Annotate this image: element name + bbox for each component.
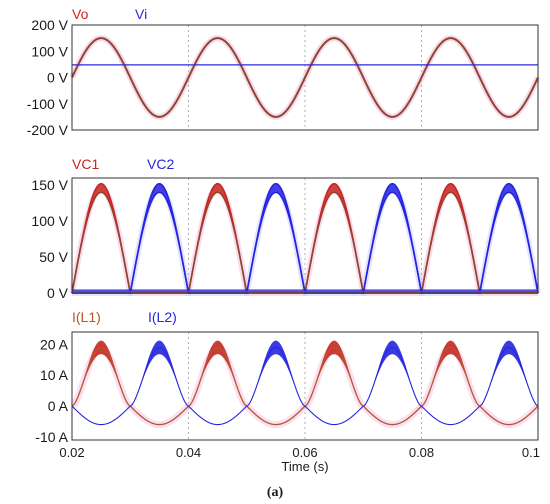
series-vo <box>71 37 539 118</box>
y-tick-label: 20 A <box>40 336 69 352</box>
grid <box>188 332 422 440</box>
y-tick-label: -100 V <box>27 96 69 112</box>
panel-capacitor-voltages: VC1 VC2 150 V 100 V 50 V 0 V <box>31 156 541 301</box>
legend-vi: Vi <box>135 6 147 22</box>
plot-frame <box>71 24 539 131</box>
y-tick-label: -10 A <box>35 429 68 445</box>
x-tick-label: 0.02 <box>59 445 84 460</box>
y-tick-label: -200 V <box>27 122 69 138</box>
x-tick-labels: 0.02 0.04 0.06 0.08 0.1 <box>59 445 540 460</box>
x-tick-label: 0.08 <box>409 445 434 460</box>
y-tick-label: 50 V <box>39 249 68 265</box>
y-tick-labels: 150 V 100 V 50 V 0 V <box>31 177 68 301</box>
y-tick-label: 100 V <box>31 213 68 229</box>
plot-area <box>69 35 541 120</box>
grid <box>188 178 422 293</box>
panel-voltage-output: Vo Vi 200 V 100 V 0 V -100 V -200 V <box>27 6 541 138</box>
plot-frame <box>71 177 539 294</box>
y-tick-label: 200 V <box>31 17 68 33</box>
panel-inductor-currents: I(L1) I(L2) 20 A 10 A 0 A -10 A <box>35 309 541 445</box>
y-tick-labels: 20 A 10 A 0 A -10 A <box>35 336 68 445</box>
plot-frame <box>71 331 539 441</box>
y-tick-label: 0 V <box>47 70 69 86</box>
legend-vc2: VC2 <box>147 156 174 172</box>
x-tick-label: 0.06 <box>292 445 317 460</box>
x-tick-label: 0.04 <box>176 445 201 460</box>
figure-caption: (a) <box>267 485 284 500</box>
y-tick-label: 100 V <box>31 43 68 59</box>
y-tick-label: 150 V <box>31 177 68 193</box>
y-tick-label: 0 V <box>47 285 69 301</box>
plot-area <box>70 340 541 429</box>
y-tick-labels: 200 V 100 V 0 V -100 V -200 V <box>27 17 69 138</box>
series-il2 <box>71 346 539 426</box>
y-tick-label: 0 A <box>48 398 69 414</box>
legend-il1: I(L1) <box>72 309 101 325</box>
legend-il2: I(L2) <box>148 309 177 325</box>
y-tick-label: 10 A <box>40 367 69 383</box>
x-tick-label: 0.1 <box>522 445 540 460</box>
legend-vo: Vo <box>72 6 89 22</box>
x-axis-label: Time (s) <box>281 459 328 474</box>
legend-vc1: VC1 <box>72 156 99 172</box>
